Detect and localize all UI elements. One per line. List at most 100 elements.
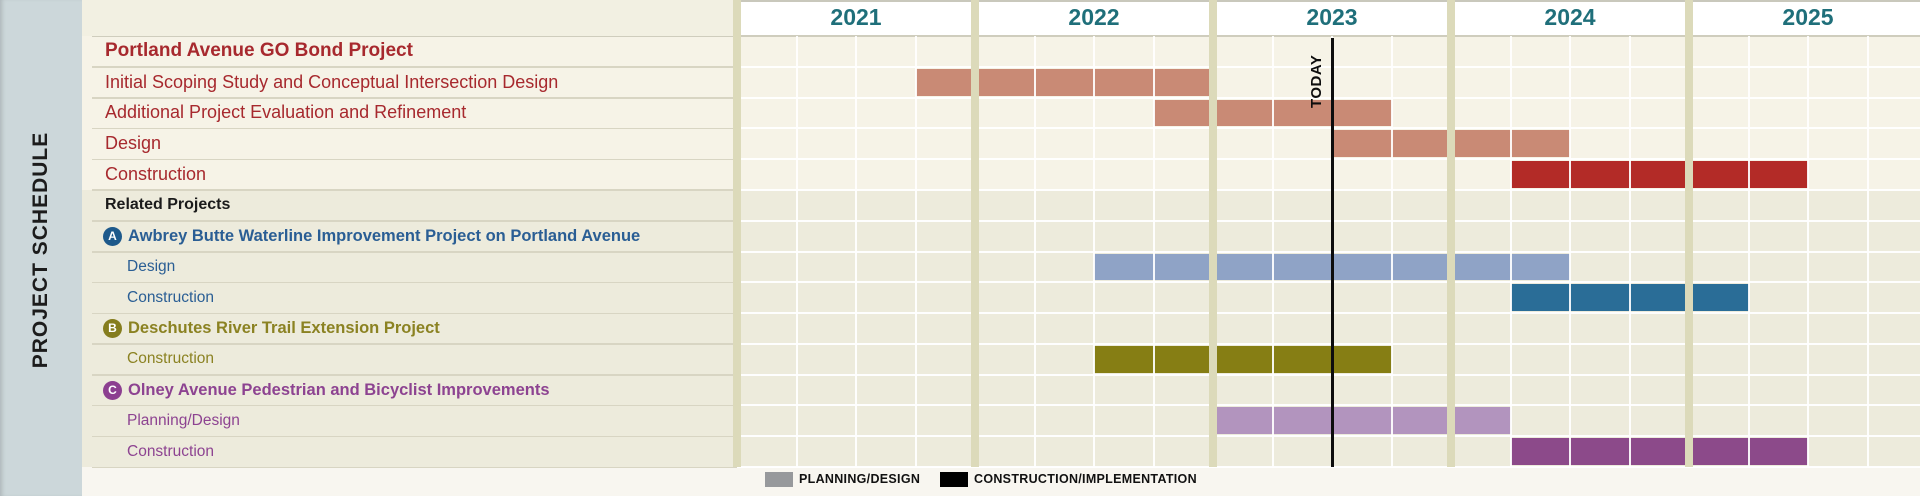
row-separator	[737, 250, 1920, 253]
row-separator	[92, 374, 737, 376]
grid-line-quarter	[1807, 36, 1809, 467]
row-label-text: Awbrey Butte Waterline Improvement Proje…	[128, 226, 641, 245]
row-separator	[92, 343, 737, 345]
grid-line-quarter	[1093, 36, 1095, 467]
row-separator	[737, 65, 1920, 68]
grid-line-quarter	[1747, 36, 1750, 467]
gantt-bar-construction	[1094, 345, 1392, 373]
gantt-bar-construction	[1510, 161, 1808, 188]
row-label-text: Construction	[105, 164, 207, 185]
grid-line-year	[1209, 0, 1217, 467]
planning-swatch	[765, 471, 793, 487]
legend-strip-background	[82, 467, 1920, 496]
page-title: PROJECT SCHEDULE	[29, 131, 52, 369]
grid-line-quarter	[1628, 36, 1631, 467]
grid-line-quarter	[1390, 36, 1393, 467]
row-label-text: Design	[127, 257, 176, 275]
row-label-design: Design	[127, 252, 175, 283]
row-label-construction: Construction	[127, 282, 214, 313]
row-separator	[92, 466, 737, 468]
row-label-text: Design	[105, 133, 162, 154]
row-label-initial-scoping-study-and-conceptual-intersection-design: Initial Scoping Study and Conceptual Int…	[105, 67, 558, 98]
row-label-related-projects: Related Projects	[105, 190, 230, 221]
row-separator	[92, 251, 737, 253]
row-separator	[92, 66, 737, 68]
row-separator	[92, 404, 737, 407]
year-label-2022: 2022	[1068, 4, 1120, 30]
schedule-sidebar: PROJECT SCHEDULE	[0, 0, 82, 496]
legend-label: PLANNING/DESIGN	[799, 472, 921, 486]
row-label-text: Planning/Design	[127, 411, 240, 429]
project-badge-c: C	[103, 380, 122, 400]
row-label-planning-design: Planning/Design	[127, 405, 240, 436]
row-label-text: Portland Avenue GO Bond Project	[105, 40, 413, 62]
grid-line-quarter	[1033, 36, 1036, 467]
row-separator	[737, 312, 1920, 315]
grid-line-year	[971, 0, 979, 467]
row-separator	[92, 97, 737, 99]
row-separator	[92, 312, 737, 315]
grid-line-year	[733, 0, 741, 467]
row-separator	[737, 188, 1920, 191]
row-separator	[737, 35, 1920, 37]
row-label-text: Olney Avenue Pedestrian and Bicyclist Im…	[128, 380, 550, 399]
row-label-olney-avenue-pedestrian-and-bicyclist-improvements: C Olney Avenue Pedestrian and Bicyclist I…	[103, 375, 550, 406]
legend-item-planning: PLANNING/DESIGN	[765, 470, 920, 488]
row-separator	[737, 435, 1920, 438]
row-label-design: Design	[105, 128, 161, 159]
project-badge-b: B	[103, 318, 122, 338]
row-separator	[737, 342, 1920, 345]
row-label-text: Related Projects	[105, 196, 231, 214]
legend-item-construction: CONSTRUCTION/IMPLEMENTATION	[940, 470, 1197, 488]
row-label-text: Additional Project Evaluation and Refine…	[105, 102, 467, 123]
row-separator	[92, 189, 737, 191]
row-separator	[92, 220, 737, 222]
row-separator	[92, 158, 737, 161]
grid-line-year	[1447, 0, 1455, 467]
row-separator	[737, 158, 1920, 161]
row-label-deschutes-river-trail-extension-project: B Deschutes River Trail Extension Project	[103, 313, 440, 344]
row-label-portland-avenue-go-bond-project: Portland Avenue GO Bond Project	[105, 36, 413, 67]
grid-line-quarter	[1271, 36, 1274, 467]
grid-line-quarter	[1866, 36, 1869, 467]
grid-line-quarter	[795, 36, 798, 467]
row-label-text: Initial Scoping Study and Conceptual Int…	[105, 71, 559, 92]
header-label-corner	[82, 0, 737, 36]
year-label-2021: 2021	[830, 4, 882, 30]
row-label-additional-project-evaluation-and-refinement: Additional Project Evaluation and Refine…	[105, 98, 466, 129]
year-header-band	[737, 0, 1920, 36]
grid-line-quarter	[914, 36, 917, 467]
related-projects-section-background	[82, 190, 1920, 467]
row-separator	[737, 219, 1920, 222]
year-label-2024: 2024	[1544, 4, 1596, 30]
row-separator	[737, 466, 1920, 468]
row-separator	[92, 127, 737, 130]
row-label-construction: Construction	[105, 159, 206, 190]
year-label-2023: 2023	[1306, 4, 1358, 30]
grid-line-year	[1685, 0, 1693, 467]
row-label-construction: Construction	[127, 344, 214, 375]
row-separator	[737, 127, 1920, 130]
row-label-construction: Construction	[127, 436, 214, 467]
row-separator	[92, 281, 737, 284]
row-label-text: Construction	[127, 350, 215, 368]
row-separator	[92, 35, 737, 37]
row-label-text: Construction	[127, 442, 215, 460]
row-separator	[737, 404, 1920, 407]
project-badge-a: A	[103, 226, 122, 246]
today-label: TODAY	[1308, 54, 1325, 108]
row-separator	[92, 435, 737, 438]
gantt-bar-construction	[1510, 438, 1808, 465]
gantt-chart: 2021 2022 2023 2024 2025 Portland Avenue GO …	[82, 0, 1920, 496]
row-separator	[737, 96, 1920, 99]
row-label-awbrey-butte-waterline-improvement-project-on-portland-avenue: A Awbrey Butte Waterline Improvement Proj…	[103, 221, 640, 252]
grid-line-quarter	[1509, 36, 1512, 467]
gantt-bar-planning	[915, 68, 1213, 96]
grid-line-quarter	[1569, 36, 1571, 467]
gantt-bar-planning	[1213, 407, 1511, 435]
grid-line-quarter	[855, 36, 857, 467]
row-separator	[737, 281, 1920, 284]
construction-swatch	[940, 471, 968, 487]
legend-label: CONSTRUCTION/IMPLEMENTATION	[974, 472, 1197, 486]
